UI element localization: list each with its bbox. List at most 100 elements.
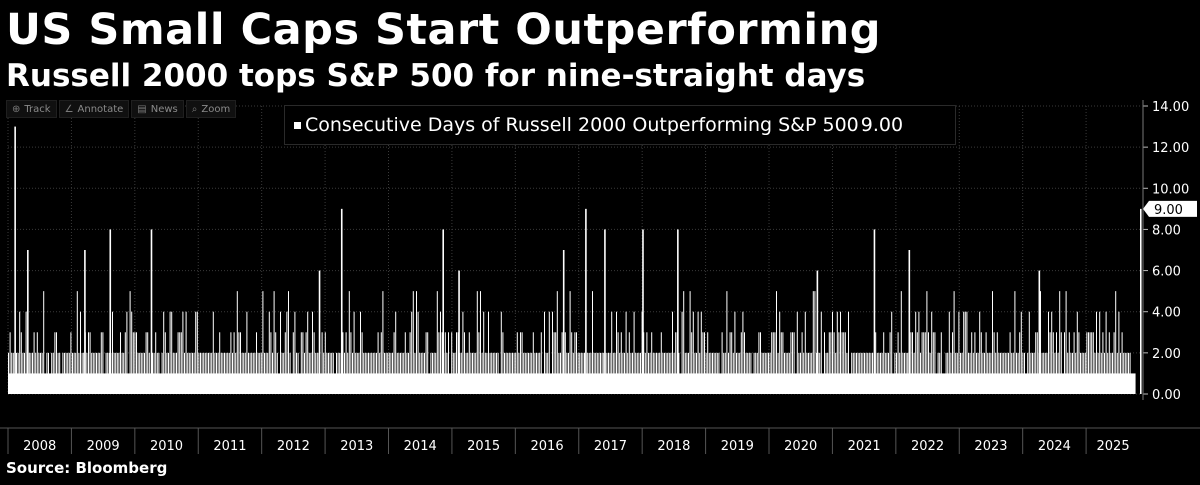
bar [1107, 352, 1109, 394]
bar [913, 352, 915, 394]
bar [672, 311, 673, 394]
x-tick-label: 2018 [657, 439, 690, 454]
bar [521, 332, 523, 394]
bar [233, 332, 235, 394]
bar [971, 332, 973, 394]
bar [713, 352, 715, 394]
bar [1104, 352, 1105, 394]
bar [656, 352, 657, 394]
bar [440, 311, 441, 394]
bar [451, 332, 453, 394]
bar [838, 332, 840, 394]
bar [41, 352, 43, 394]
x-tick-label: 2019 [721, 439, 754, 454]
bar-peak [585, 208, 587, 394]
bar [284, 332, 286, 394]
bar [155, 332, 157, 394]
bar [881, 352, 883, 394]
bar [24, 352, 25, 394]
bar [444, 332, 446, 394]
bar [609, 352, 611, 394]
bar [158, 352, 160, 394]
bar [768, 352, 769, 394]
bar [611, 311, 613, 394]
bar [832, 311, 833, 394]
bar [465, 352, 467, 394]
bar [342, 332, 344, 394]
bar [652, 352, 654, 394]
bar [596, 352, 598, 394]
bar [571, 332, 573, 394]
bar [1011, 352, 1013, 394]
bar [587, 352, 589, 394]
bar [16, 352, 17, 394]
toolbar-annotate-button[interactable]: ∠ Annotate [58, 100, 130, 118]
bar-peak [442, 229, 445, 394]
toolbar-zoom-button[interactable]: ⌕ Zoom [185, 100, 237, 118]
bar [59, 352, 61, 394]
bar [116, 352, 118, 394]
bar [662, 352, 664, 394]
toolbar-track-button[interactable]: ⊕ Track [6, 100, 57, 118]
bar [820, 311, 822, 394]
bar [707, 332, 709, 394]
bar [816, 352, 817, 394]
bar [166, 352, 168, 394]
bar [172, 352, 174, 394]
bar [256, 332, 257, 394]
bar [385, 352, 387, 394]
bar [857, 352, 859, 394]
bar [924, 332, 926, 394]
bar [131, 311, 133, 394]
bar [273, 291, 275, 394]
legend-label: Consecutive Days of Russell 2000 Outperf… [305, 114, 859, 136]
bar-peak [604, 229, 606, 394]
bar [657, 352, 659, 394]
bar [724, 352, 726, 394]
bar [196, 311, 198, 394]
bar [1019, 332, 1021, 394]
x-tick-label: 2023 [974, 439, 1007, 454]
bar [886, 352, 888, 394]
bar [163, 311, 165, 394]
bar [456, 332, 457, 394]
bar [83, 352, 85, 394]
bar [152, 352, 153, 394]
bar [1059, 291, 1061, 394]
bar [769, 352, 771, 394]
bar [219, 332, 221, 394]
bar [889, 332, 891, 394]
bar [384, 352, 385, 394]
bar [1105, 311, 1107, 394]
bar [491, 352, 493, 394]
y-tick-label: 0.00 [1152, 388, 1181, 403]
bar [553, 332, 555, 394]
bar [508, 352, 510, 394]
bar [17, 352, 19, 394]
bar [380, 332, 382, 394]
bar [915, 311, 917, 394]
bar [654, 352, 656, 394]
bar [694, 352, 696, 394]
bar [240, 332, 241, 394]
bar [878, 352, 880, 394]
bar [848, 311, 849, 394]
toolbar-label: Track [24, 103, 51, 115]
bar-peak [873, 229, 876, 394]
bar [512, 352, 513, 394]
bar [718, 352, 720, 394]
bar [1118, 311, 1120, 394]
bar [880, 352, 881, 394]
bar [460, 352, 462, 394]
bar [350, 332, 352, 394]
bar [1124, 352, 1126, 394]
bar [92, 352, 94, 394]
bar [67, 352, 69, 394]
bar [332, 352, 334, 394]
toolbar-news-button[interactable]: ▤ News [131, 100, 184, 118]
bar [675, 332, 677, 394]
bar [406, 352, 408, 394]
bar [593, 352, 595, 394]
bar [296, 352, 297, 394]
bar [489, 352, 491, 394]
